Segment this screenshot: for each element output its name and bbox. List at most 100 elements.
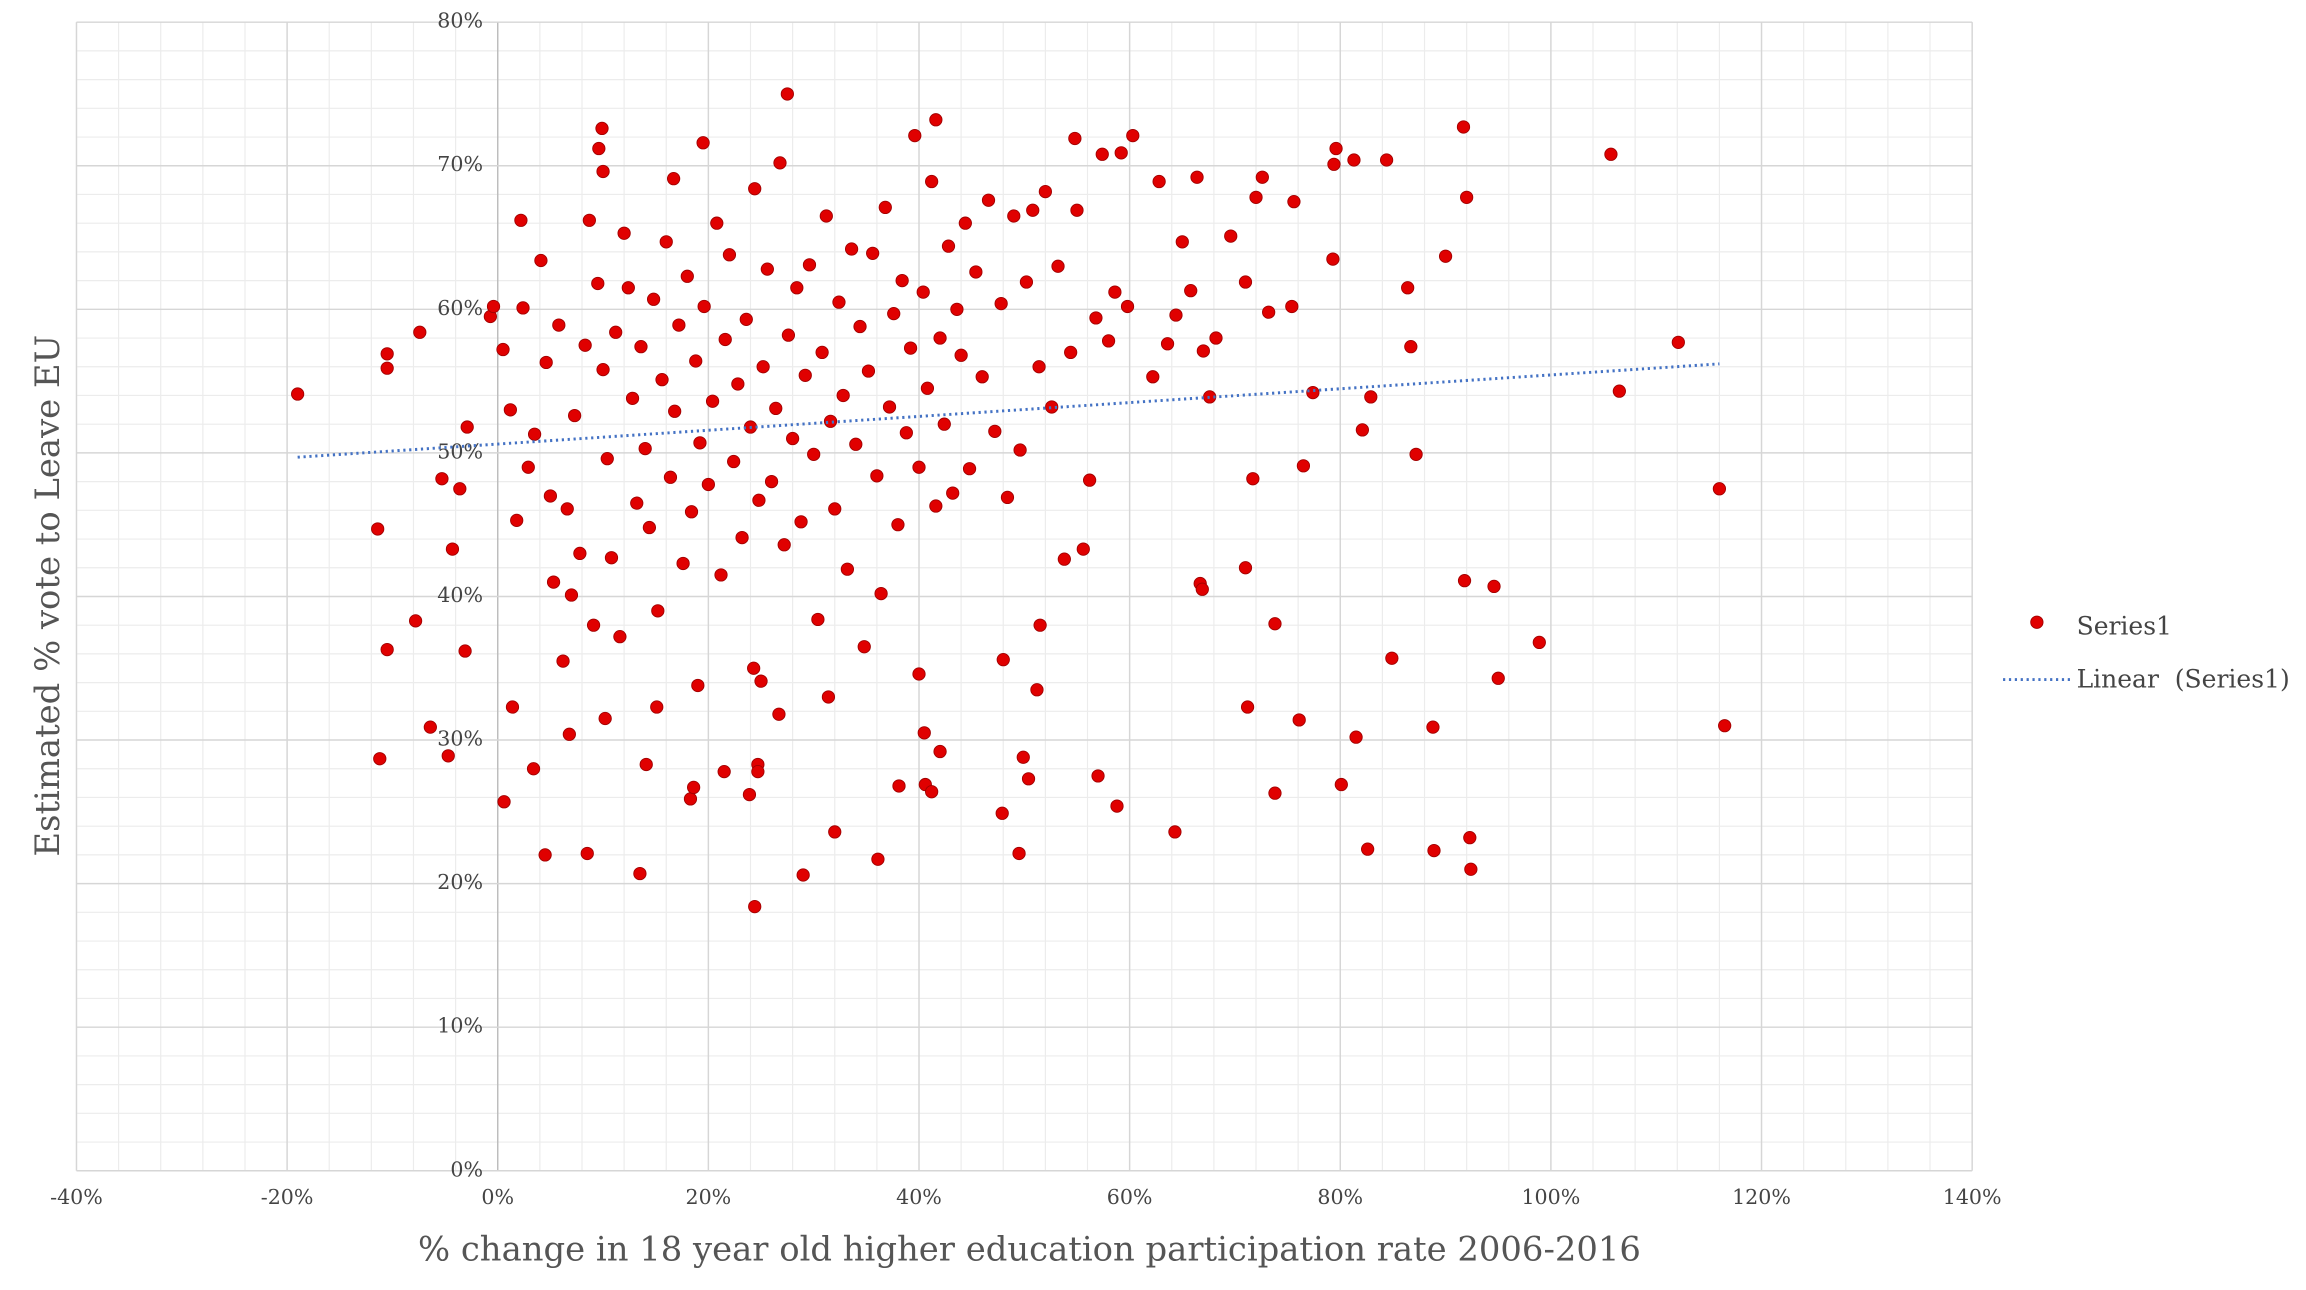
scatter-point xyxy=(794,515,808,529)
scatter-point xyxy=(1152,174,1166,189)
scatter-point xyxy=(908,128,922,143)
scatter-point xyxy=(1409,447,1423,461)
scatter-point xyxy=(556,654,570,668)
scatter-point xyxy=(925,785,939,799)
scatter-point xyxy=(1030,683,1044,697)
scatter-point xyxy=(1671,335,1685,349)
scatter-point xyxy=(646,292,661,306)
scatter-point xyxy=(950,302,964,316)
scatter-point xyxy=(1292,713,1306,727)
scatter-point xyxy=(578,338,592,352)
scatter-point xyxy=(1401,281,1415,295)
scatter-point xyxy=(899,426,913,440)
scatter-point xyxy=(460,420,474,434)
scatter-point xyxy=(1249,190,1263,204)
scatter-point xyxy=(828,502,842,516)
scatter-point xyxy=(663,470,678,484)
scatter-point xyxy=(1032,360,1046,374)
scatter-point xyxy=(1604,147,1618,161)
scatter-point xyxy=(777,538,791,552)
legend-label: Series1 xyxy=(2077,612,2172,641)
scatter-point xyxy=(510,513,524,527)
scatter-point xyxy=(946,486,960,500)
scatter-point xyxy=(1355,423,1369,437)
scatter-point xyxy=(1019,275,1034,289)
scatter-point xyxy=(560,502,574,516)
scatter-point xyxy=(962,462,977,476)
scatter-point xyxy=(870,469,884,483)
y-tick-label: 0% xyxy=(450,1157,483,1181)
scatter-point xyxy=(760,262,774,276)
scatter-point xyxy=(1329,141,1343,156)
scatter-point xyxy=(1038,184,1052,199)
y-tick-label: 10% xyxy=(437,1014,483,1038)
scatter-point xyxy=(920,381,935,395)
scatter-point xyxy=(1255,170,1269,184)
scatter-point xyxy=(650,700,664,714)
scatter-point xyxy=(912,667,926,681)
scatter-point xyxy=(373,752,387,766)
scatter-point xyxy=(634,340,648,354)
scatter-point xyxy=(639,757,653,772)
scatter-point xyxy=(445,542,460,556)
scatter-point xyxy=(408,614,423,628)
scatter-point xyxy=(1238,561,1253,575)
x-tick-label: 140% xyxy=(1943,1185,2002,1209)
scatter-point xyxy=(676,556,690,571)
scatter-point xyxy=(718,332,732,347)
y-tick-label: 20% xyxy=(437,870,483,894)
scatter-point xyxy=(975,370,989,384)
scatter-point xyxy=(691,678,705,693)
scatter-point xyxy=(1361,842,1375,856)
scatter-point xyxy=(796,868,810,882)
scatter-point xyxy=(630,496,644,510)
scatter-point xyxy=(756,360,770,374)
x-tick-label: 40% xyxy=(896,1185,942,1209)
y-tick-label: 70% xyxy=(437,152,483,176)
scatter-point xyxy=(995,806,1009,820)
scatter-point xyxy=(748,899,762,914)
scatter-point xyxy=(1091,769,1105,783)
scatter-point xyxy=(1120,299,1135,314)
scatter-point xyxy=(435,472,449,486)
scatter-point xyxy=(1013,443,1027,457)
scatter-point xyxy=(1016,750,1030,764)
scatter-point xyxy=(684,505,699,519)
scatter-point xyxy=(696,136,710,150)
scatter-point xyxy=(853,319,867,334)
scatter-point xyxy=(892,779,906,793)
x-tick-label: 120% xyxy=(1732,1185,1791,1209)
scatter-point xyxy=(954,348,968,362)
x-tick-label: 60% xyxy=(1107,1185,1153,1209)
scatter-point xyxy=(609,325,623,339)
scatter-point xyxy=(651,604,665,618)
scatter-point xyxy=(600,452,614,466)
scatter-point xyxy=(1306,385,1320,400)
scatter-point xyxy=(1089,311,1103,325)
scatter-point xyxy=(1347,153,1361,167)
scatter-point xyxy=(811,612,825,627)
scatter-point xyxy=(1385,651,1399,665)
scatter-point xyxy=(1246,472,1260,486)
scatter-point xyxy=(1021,772,1036,786)
scatter-point xyxy=(680,269,694,283)
scatter-point xyxy=(705,394,720,408)
scatter-point xyxy=(441,749,455,763)
scatter-point xyxy=(717,765,731,779)
scatter-point xyxy=(747,661,761,675)
scatter-point xyxy=(988,424,1002,438)
scatter-point xyxy=(423,720,437,734)
scatter-point xyxy=(546,575,561,589)
scatter-point xyxy=(453,482,467,496)
scatter-point xyxy=(621,281,635,295)
scatter-point xyxy=(668,404,682,418)
scatter-point xyxy=(659,235,673,249)
trend-line xyxy=(297,362,1720,459)
grid: -40% -20% 0% 20% 40% 60% 80% 100% 120% 140% 0% 10% 2… xyxy=(50,9,2001,1210)
scatter-point xyxy=(496,342,510,357)
scatter-point xyxy=(748,182,762,196)
scatter-point xyxy=(1068,131,1082,146)
y-tick-label: 30% xyxy=(437,727,483,751)
y-axis-title: Estimated % vote to Leave EU xyxy=(28,335,67,857)
